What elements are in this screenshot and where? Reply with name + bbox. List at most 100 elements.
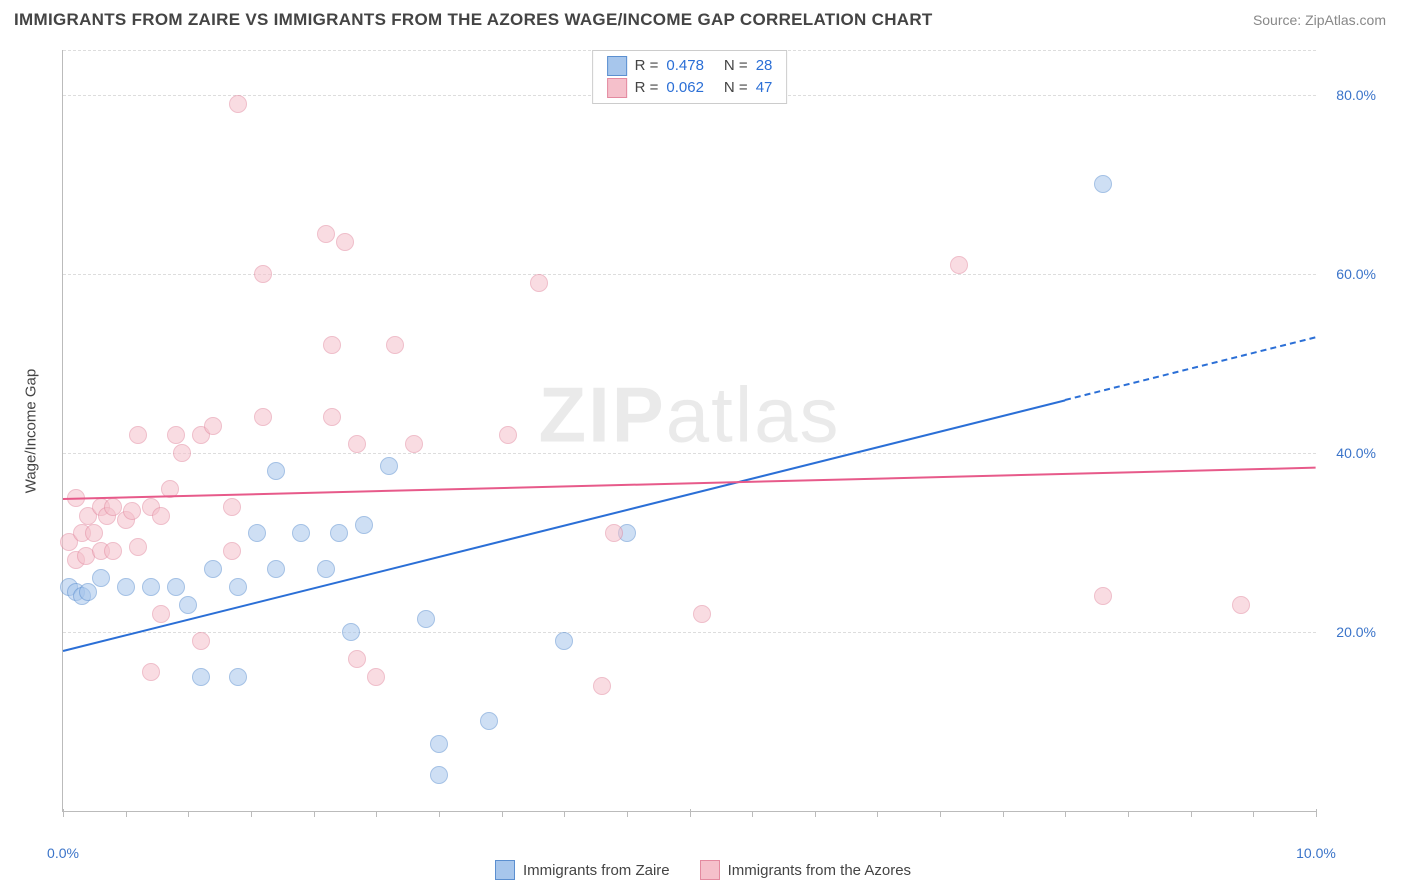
data-point <box>380 457 398 475</box>
x-minor-tick <box>564 811 565 817</box>
legend-r-value: 0.062 <box>666 77 704 99</box>
data-point <box>104 542 122 560</box>
data-point <box>267 560 285 578</box>
data-point <box>693 605 711 623</box>
data-point <box>405 435 423 453</box>
data-point <box>267 462 285 480</box>
data-point <box>179 596 197 614</box>
trend-line-extrapolated <box>1065 337 1316 402</box>
data-point <box>223 542 241 560</box>
data-point <box>229 95 247 113</box>
data-point <box>417 610 435 628</box>
data-point <box>430 735 448 753</box>
legend-n-value: 28 <box>756 55 773 77</box>
y-axis-title: Wage/Income Gap <box>23 368 40 493</box>
legend-item-label: Immigrants from Zaire <box>523 862 670 879</box>
x-minor-tick <box>126 811 127 817</box>
x-tick <box>690 809 691 817</box>
data-point <box>348 435 366 453</box>
data-point <box>85 524 103 542</box>
x-minor-tick <box>439 811 440 817</box>
data-point <box>142 578 160 596</box>
legend-item: Immigrants from the Azores <box>700 860 911 880</box>
data-point <box>129 426 147 444</box>
data-point <box>204 417 222 435</box>
legend-swatch <box>700 860 720 880</box>
data-point <box>1094 175 1112 193</box>
legend-r-label: R = <box>635 55 659 77</box>
legend-bottom: Immigrants from Zaire Immigrants from the… <box>0 860 1406 880</box>
data-point <box>142 663 160 681</box>
x-tick-label: 0.0% <box>47 845 79 861</box>
watermark: ZIPatlas <box>538 370 840 461</box>
data-point <box>123 502 141 520</box>
data-point <box>292 524 310 542</box>
data-point <box>530 274 548 292</box>
gridline-h <box>63 632 1316 633</box>
y-tick-label: 80.0% <box>1321 87 1376 103</box>
legend-swatch <box>607 78 627 98</box>
data-point <box>192 668 210 686</box>
legend-item: Immigrants from Zaire <box>495 860 670 880</box>
data-point <box>323 408 341 426</box>
data-point <box>204 560 222 578</box>
legend-n-label: N = <box>724 77 748 99</box>
legend-swatch <box>607 56 627 76</box>
x-minor-tick <box>1128 811 1129 817</box>
data-point <box>129 538 147 556</box>
data-point <box>167 426 185 444</box>
data-point <box>317 225 335 243</box>
legend-r-label: R = <box>635 77 659 99</box>
x-minor-tick <box>1065 811 1066 817</box>
data-point <box>480 712 498 730</box>
data-point <box>223 498 241 516</box>
data-point <box>229 578 247 596</box>
data-point <box>92 569 110 587</box>
x-minor-tick <box>251 811 252 817</box>
data-point <box>1094 587 1112 605</box>
data-point <box>192 632 210 650</box>
x-minor-tick <box>627 811 628 817</box>
data-point <box>248 524 266 542</box>
legend-n-label: N = <box>724 55 748 77</box>
data-point <box>605 524 623 542</box>
x-tick-label: 10.0% <box>1296 845 1336 861</box>
legend-stats-row: R =0.062N =47 <box>607 77 773 99</box>
data-point <box>499 426 517 444</box>
x-minor-tick <box>188 811 189 817</box>
x-minor-tick <box>376 811 377 817</box>
data-point <box>593 677 611 695</box>
x-minor-tick <box>940 811 941 817</box>
data-point <box>1232 596 1250 614</box>
x-tick <box>1316 809 1317 817</box>
y-tick-label: 40.0% <box>1321 445 1376 461</box>
data-point <box>317 560 335 578</box>
data-point <box>152 507 170 525</box>
data-point <box>430 766 448 784</box>
gridline-h <box>63 453 1316 454</box>
x-minor-tick <box>1253 811 1254 817</box>
data-point <box>254 265 272 283</box>
source-label: Source: ZipAtlas.com <box>1253 12 1386 28</box>
data-point <box>117 578 135 596</box>
x-tick <box>63 809 64 817</box>
data-point <box>342 623 360 641</box>
trend-line <box>63 399 1066 652</box>
legend-stats: R =0.478N =28R =0.062N =47 <box>592 50 788 104</box>
data-point <box>229 668 247 686</box>
data-point <box>323 336 341 354</box>
data-point <box>950 256 968 274</box>
chart-container: Wage/Income Gap ZIPatlas R = 0.478 N = 28 R … <box>14 40 1386 842</box>
x-minor-tick <box>502 811 503 817</box>
plot-area: Wage/Income Gap ZIPatlas R =0.478N =28R … <box>62 50 1316 812</box>
x-minor-tick <box>314 811 315 817</box>
x-minor-tick <box>752 811 753 817</box>
data-point <box>254 408 272 426</box>
y-tick-label: 20.0% <box>1321 624 1376 640</box>
data-point <box>330 524 348 542</box>
legend-r-value: 0.478 <box>666 55 704 77</box>
x-minor-tick <box>1003 811 1004 817</box>
data-point <box>355 516 373 534</box>
data-point <box>386 336 404 354</box>
data-point <box>167 578 185 596</box>
